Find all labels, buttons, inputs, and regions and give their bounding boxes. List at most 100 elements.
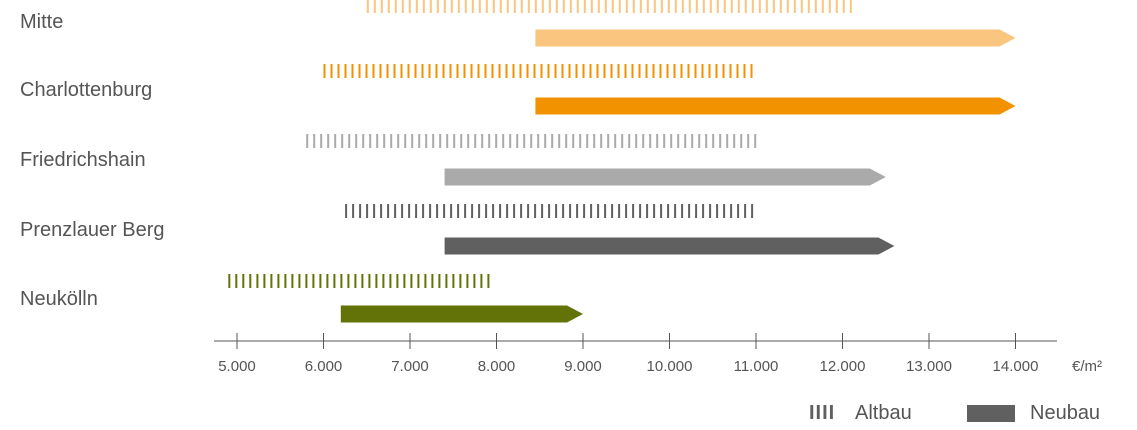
altbau-dash [628,134,631,148]
altbau-dash [235,274,238,288]
altbau-dash [481,134,484,148]
altbau-dash [422,204,425,218]
altbau-dash [534,0,537,13]
altbau-dash [684,134,687,148]
altbau-dash [737,0,740,13]
altbau-dash [443,0,446,13]
altbau-dash [393,64,396,78]
altbau-dash [572,134,575,148]
altbau-dash [583,0,586,13]
altbau-dash [814,0,817,13]
x-tick-label: 7.000 [391,358,429,375]
altbau-dash [484,64,487,78]
altbau-bar-charlottenburg [323,64,753,78]
altbau-dash [485,204,488,218]
altbau-dash [610,64,613,78]
altbau-dash [373,0,376,13]
altbau-dash [306,134,309,148]
altbau-dash [554,64,557,78]
altbau-dash [561,64,564,78]
altbau-dash [670,134,673,148]
altbau-dash [603,64,606,78]
altbau-dash [520,0,523,13]
altbau-dash [666,64,669,78]
legend-neubau-swatch [967,405,1015,422]
altbau-dash [438,274,441,288]
altbau-dash [408,0,411,13]
altbau-dash [471,204,474,218]
altbau-bar-friedrichshain [306,134,757,148]
altbau-dash [334,134,337,148]
altbau-dash [576,204,579,218]
altbau-dash [256,274,259,288]
altbau-dash [369,134,372,148]
altbau-dash [698,134,701,148]
altbau-dash [466,274,469,288]
altbau-dash [386,64,389,78]
altbau-dash [562,204,565,218]
altbau-dash [432,134,435,148]
altbau-dash [513,204,516,218]
altbau-dash [828,0,831,13]
altbau-dash [750,64,753,78]
x-tick-label: 5.000 [218,358,256,375]
altbau-dash [436,0,439,13]
altbau-dash [523,134,526,148]
altbau-dash [499,0,502,13]
altbau-dash [705,134,708,148]
altbau-bar-mitte [366,0,852,13]
altbau-dash [709,0,712,13]
altbau-dash [485,0,488,13]
altbau-dash [569,0,572,13]
altbau-dash [366,204,369,218]
altbau-dash [631,64,634,78]
altbau-dash [688,204,691,218]
altbau-dash [737,204,740,218]
altbau-dash [708,64,711,78]
x-axis: 5.000 6.000 7.000 8.000 9.000 10.000 11.000 12.… [214,333,1057,375]
altbau-dash [327,134,330,148]
altbau-dash [754,134,757,148]
altbau-dash [394,204,397,218]
altbau-dash [611,0,614,13]
altbau-dash [488,134,491,148]
altbau-dash [249,274,252,288]
altbau-dash [576,0,579,13]
altbau-dash [625,204,628,218]
altbau-dash [436,204,439,218]
altbau-dash [277,274,280,288]
altbau-dash [715,64,718,78]
altbau-dash [663,134,666,148]
altbau-dash [674,0,677,13]
altbau-dash [347,274,350,288]
altbau-dash [361,274,364,288]
altbau-dash [730,0,733,13]
altbau-dash [397,134,400,148]
altbau-dash [477,64,480,78]
altbau-dash [453,134,456,148]
altbau-dash [551,134,554,148]
altbau-dash [519,64,522,78]
altbau-dash [646,0,649,13]
x-tick-label: 14.000 [993,358,1039,375]
altbau-dash [428,64,431,78]
altbau-dash [403,274,406,288]
altbau-dash [614,134,617,148]
altbau-dash [747,134,750,148]
altbau-dash [772,0,775,13]
altbau-dash [474,134,477,148]
altbau-dash [590,0,593,13]
altbau-dash [667,0,670,13]
bars-layer [228,0,1016,323]
altbau-dash [541,0,544,13]
altbau-dash [590,204,593,218]
altbau-dash [362,134,365,148]
altbau-dash [733,134,736,148]
altbau-dash [709,204,712,218]
altbau-dash [842,0,845,13]
altbau-dash [424,274,427,288]
altbau-dash [337,64,340,78]
altbau-dash [607,134,610,148]
altbau-dash [673,64,676,78]
altbau-dash [726,134,729,148]
